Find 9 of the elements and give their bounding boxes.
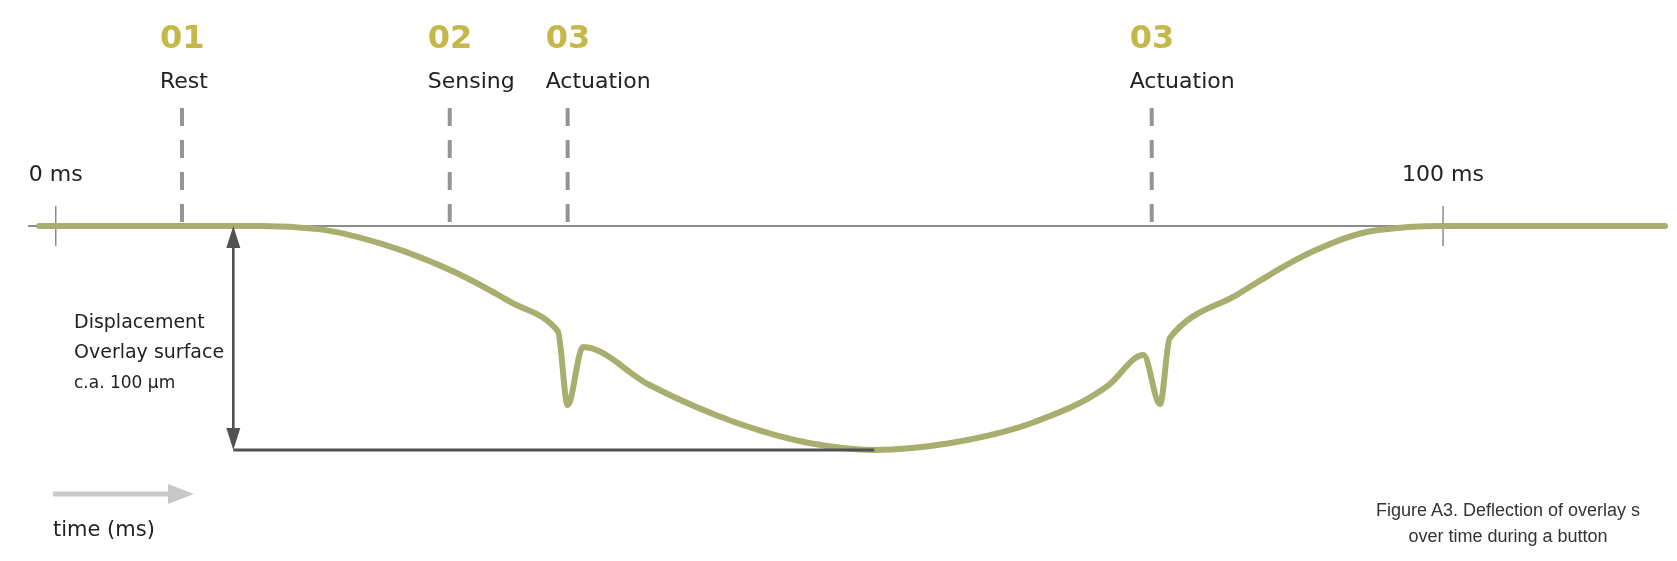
ref-line-label: 03 Actuation xyxy=(545,18,651,93)
x-axis-title: time (ms) xyxy=(53,517,155,541)
ref-line-label: 02 Sensing xyxy=(427,18,515,93)
ref-line-label: 03 Actuation xyxy=(1129,18,1235,93)
ref-line-label: 01 Rest xyxy=(159,18,209,93)
annotation: Displacement Overlay surface c.a. 100 µm xyxy=(74,310,225,392)
caption: Figure A3. Deflection of overlay s over time during a button xyxy=(1375,500,1641,546)
x-tick-label: 100 ms xyxy=(1402,161,1484,186)
x-tick-label: 0 ms xyxy=(28,161,83,186)
